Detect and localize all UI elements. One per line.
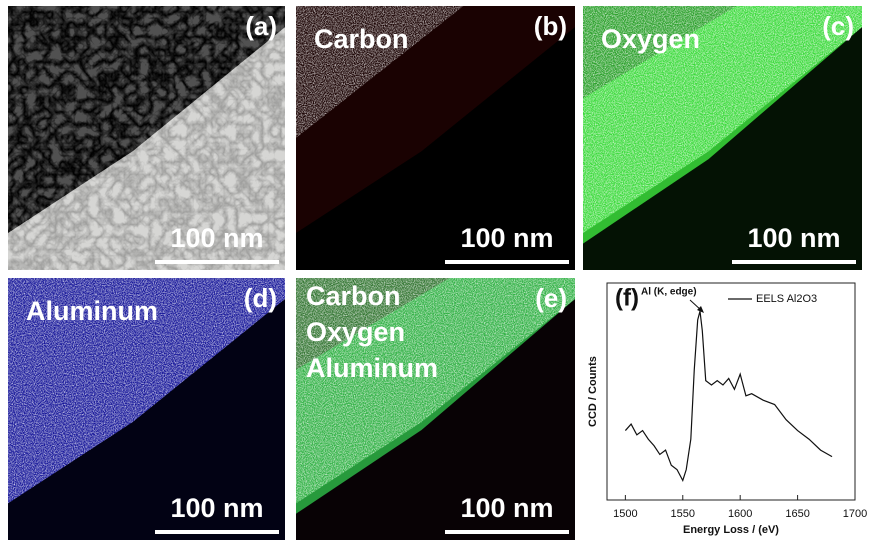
panel-label: (e): [535, 283, 567, 313]
scale-bar-label: 100 nm: [460, 223, 553, 253]
x-tick-label: 1550: [671, 508, 695, 520]
scale-bar-label: 100 nm: [460, 493, 553, 523]
annotation: Al (K, edge): [641, 287, 697, 298]
spectrum-line: [624, 311, 833, 483]
noise-texture: [8, 278, 285, 504]
y-axis-label: CCD / Counts: [587, 356, 599, 427]
arrow-head: [697, 306, 704, 313]
panel-label: (f): [615, 284, 639, 311]
panel-label-box: [612, 285, 646, 313]
micrograph-panel: (c) Oxygen 100 nm: [583, 6, 862, 270]
panel-label: (d): [244, 283, 277, 313]
x-tick-label: 1700: [843, 508, 867, 520]
noise-texture: [296, 6, 464, 138]
element-label: Aluminum: [306, 353, 438, 383]
noise-texture: [583, 6, 862, 234]
legend-label: EELS Al2O3: [756, 293, 817, 305]
x-tick-label: 1600: [728, 508, 752, 520]
scale-bar-label: 100 nm: [170, 493, 263, 523]
panel-label: (a): [245, 11, 277, 41]
panel-label: (b): [534, 11, 567, 41]
plot-frame: [606, 282, 856, 501]
element-label: Carbon: [306, 281, 401, 311]
panel-label: (c): [822, 11, 854, 41]
element-label: Carbon: [314, 24, 409, 54]
micrograph-panel: (d) Aluminum 100 nm: [8, 278, 285, 540]
x-axis-label: Energy Loss / (eV): [683, 524, 779, 536]
element-label: Aluminum: [26, 296, 158, 326]
element-label: Oxygen: [601, 24, 700, 54]
element-label: Oxygen: [306, 317, 405, 347]
noise-texture: [296, 278, 575, 504]
x-tick-label: 1500: [613, 508, 637, 520]
scale-bar-label: 100 nm: [747, 223, 840, 253]
micrograph-panel: (b) Carbon 100 nm: [296, 6, 575, 270]
texture: [8, 6, 285, 270]
micrograph-panel: (a) 100 nm: [8, 6, 285, 270]
scale-bar-label: 100 nm: [170, 223, 263, 253]
x-tick-label: 1650: [785, 508, 809, 520]
micrograph-panel: (e) Carbon Oxygen Aluminum 100 nm: [296, 278, 575, 540]
